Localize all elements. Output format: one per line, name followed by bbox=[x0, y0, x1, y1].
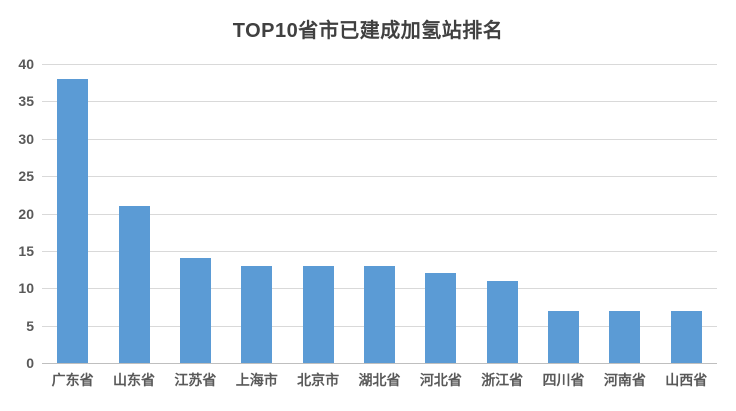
bar-slot bbox=[349, 64, 410, 363]
y-tick-label: 5 bbox=[26, 317, 34, 334]
bar-slot bbox=[594, 64, 655, 363]
bar-series bbox=[42, 64, 717, 363]
y-tick-label: 10 bbox=[18, 280, 34, 297]
chart-title: TOP10省市已建成加氢站排名 bbox=[232, 20, 504, 42]
x-tick-label: 上海市 bbox=[235, 372, 278, 388]
x-tick-label: 浙江省 bbox=[481, 372, 524, 388]
gridline bbox=[42, 176, 717, 178]
x-tick-label: 四川省 bbox=[542, 372, 585, 388]
bar-河北省 bbox=[425, 273, 457, 363]
y-tick-label: 20 bbox=[18, 205, 34, 222]
bar-slot bbox=[287, 64, 348, 363]
bar-slot bbox=[533, 64, 594, 363]
x-tick-label: 江苏省 bbox=[174, 372, 217, 388]
y-tick-label: 40 bbox=[18, 56, 34, 72]
bar-山东省 bbox=[118, 206, 150, 363]
bar-江苏省 bbox=[179, 258, 211, 363]
bar-山西省 bbox=[670, 310, 702, 363]
x-tick-label: 广东省 bbox=[51, 372, 94, 388]
x-tick-label: 山西省 bbox=[665, 372, 708, 388]
bar-浙江省 bbox=[486, 280, 518, 363]
bar-slot bbox=[472, 64, 533, 363]
bar-slot bbox=[656, 64, 717, 363]
x-tick-label: 河南省 bbox=[603, 372, 646, 388]
bar-河南省 bbox=[609, 310, 641, 363]
x-tick-label: 山东省 bbox=[113, 372, 156, 388]
bar-四川省 bbox=[548, 310, 580, 363]
y-tick-label: 15 bbox=[18, 242, 34, 259]
bar-湖北省 bbox=[363, 265, 395, 363]
x-tick-label: 河北省 bbox=[419, 372, 462, 388]
bar-slot bbox=[42, 64, 103, 363]
x-tick-label: 北京市 bbox=[297, 372, 340, 388]
gridline bbox=[42, 138, 717, 140]
gridline bbox=[42, 250, 717, 252]
y-tick-label: 25 bbox=[18, 168, 34, 185]
gridline bbox=[42, 64, 717, 65]
x-axis-line bbox=[42, 363, 717, 364]
bar-广东省 bbox=[57, 78, 89, 363]
bar-北京市 bbox=[302, 265, 334, 363]
x-axis-labels: 广东省 山东省 江苏省 上海市 北京市 湖北省 河北省 浙江省 四川省 河南省 山西省 bbox=[42, 370, 717, 390]
bar-slot bbox=[410, 64, 471, 363]
gridline bbox=[42, 101, 717, 103]
x-tick-label: 湖北省 bbox=[358, 372, 401, 388]
bar-上海市 bbox=[241, 265, 273, 363]
bar-slot bbox=[165, 64, 226, 363]
bar-slot bbox=[226, 64, 287, 363]
y-tick-label: 35 bbox=[18, 93, 34, 110]
y-tick-label: 0 bbox=[26, 355, 34, 371]
y-tick-label: 30 bbox=[18, 130, 34, 147]
plot-area bbox=[42, 64, 717, 364]
gridline bbox=[42, 213, 717, 215]
bar-slot bbox=[103, 64, 164, 363]
